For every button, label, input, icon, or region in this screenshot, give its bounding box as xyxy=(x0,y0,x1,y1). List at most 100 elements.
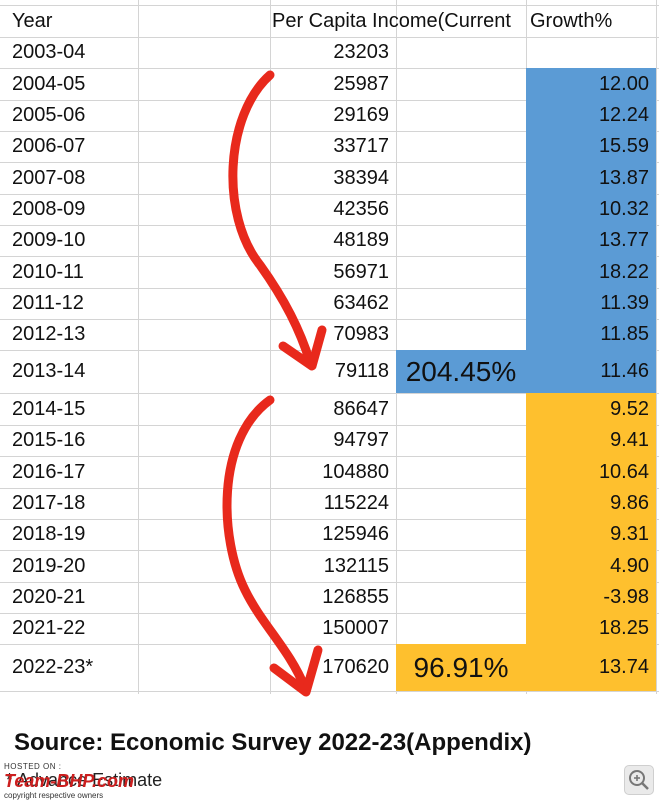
grid-column-line xyxy=(138,0,139,694)
grid-row-line xyxy=(0,68,659,69)
income-cell: 33717 xyxy=(333,135,389,157)
growth-cell: 18.22 xyxy=(526,256,656,288)
year-cell: 2005-06 xyxy=(12,104,86,126)
year-cell: 2012-13 xyxy=(12,323,86,345)
grid-row-line xyxy=(0,162,659,163)
growth-cell: 15.59 xyxy=(526,131,656,162)
red-arrow-top-head xyxy=(278,325,327,371)
income-cell: 23203 xyxy=(333,41,389,63)
income-cell: 86647 xyxy=(333,397,389,420)
income-cell: 94797 xyxy=(333,429,389,451)
grid-row-line xyxy=(0,256,659,257)
growth-cell: 11.46 xyxy=(526,350,656,393)
income-cell: 125946 xyxy=(322,523,389,545)
growth-cell: 9.41 xyxy=(526,425,656,456)
growth-cell: 9.31 xyxy=(526,519,656,550)
grid-row-line xyxy=(0,225,659,226)
income-cell: 170620 xyxy=(322,656,389,678)
grid-row-line xyxy=(0,582,659,583)
red-arrow-bottom xyxy=(222,395,310,693)
grid-row-line xyxy=(0,550,659,551)
income-cell: 29169 xyxy=(333,104,389,126)
income-cell: 38394 xyxy=(333,166,389,189)
year-cell: 2017-18 xyxy=(12,492,86,514)
growth-cell: 13.87 xyxy=(526,162,656,194)
header-year: Year xyxy=(12,9,53,32)
growth-cell: 13.74 xyxy=(526,644,656,691)
zoom-button[interactable] xyxy=(624,765,654,795)
watermark-hosted-on: HOSTED ON : xyxy=(4,762,62,771)
grid-row-line xyxy=(0,100,659,101)
growth-cell: 12.24 xyxy=(526,100,656,131)
grid-row-line xyxy=(0,393,659,394)
year-cell: 2013-14 xyxy=(12,360,86,382)
year-cell: 2018-19 xyxy=(12,523,86,545)
source-caption: Source: Economic Survey 2022-23(Appendix… xyxy=(14,729,532,756)
grid-row-line xyxy=(0,691,659,692)
year-cell: 2015-16 xyxy=(12,429,86,451)
year-cell: 2021-22 xyxy=(12,617,86,639)
year-cell: 2022-23* xyxy=(12,656,94,678)
red-arrow-top xyxy=(228,70,315,367)
header-growth: Growth% xyxy=(530,9,613,32)
year-cell: 2011-12 xyxy=(12,292,84,314)
watermark-copyright: copyright respective owners xyxy=(4,791,104,800)
grid-row-line xyxy=(0,194,659,195)
income-cell: 132115 xyxy=(323,554,389,577)
growth-cell: 10.32 xyxy=(526,194,656,225)
grid-row-line xyxy=(0,456,659,457)
highlight-percent-cell: 204.45% xyxy=(396,350,526,393)
grid-row-line xyxy=(0,131,659,132)
income-cell: 42356 xyxy=(333,198,389,220)
income-cell: 56971 xyxy=(333,260,389,283)
grid-row-line xyxy=(0,319,659,320)
year-cell: 2019-20 xyxy=(12,554,86,577)
year-cell: 2010-11 xyxy=(12,260,84,283)
growth-cell: 18.25 xyxy=(526,613,656,644)
grid-column-line xyxy=(270,0,271,694)
growth-cell: 11.85 xyxy=(526,319,656,350)
growth-cell: 9.52 xyxy=(526,393,656,425)
growth-cell: -3.98 xyxy=(526,582,656,613)
zoom-icon xyxy=(629,770,649,790)
year-cell: 2020-21 xyxy=(12,586,86,608)
red-arrow-bottom-head xyxy=(269,645,323,697)
grid-column-line xyxy=(656,0,657,694)
income-cell: 126855 xyxy=(322,586,389,608)
income-cell: 25987 xyxy=(333,72,389,95)
highlight-percent-cell: 96.91% xyxy=(396,644,526,691)
growth-cell: 11.39 xyxy=(526,288,656,319)
income-cell: 48189 xyxy=(333,229,389,251)
growth-cell: 4.90 xyxy=(526,550,656,582)
growth-cell: 10.64 xyxy=(526,456,656,488)
grid-row-line xyxy=(0,37,659,38)
year-cell: 2009-10 xyxy=(12,229,86,251)
growth-cell: 9.86 xyxy=(526,488,656,519)
year-cell: 2004-05 xyxy=(12,72,86,95)
footnote-text: * Advance Estimate xyxy=(6,770,163,790)
income-cell: 150007 xyxy=(322,617,389,639)
grid-column-line xyxy=(396,0,397,694)
growth-cell: 13.77 xyxy=(526,225,656,256)
year-cell: 2016-17 xyxy=(12,460,86,483)
watermark-brand: Team-BHP.com xyxy=(4,771,135,791)
income-cell: 70983 xyxy=(333,323,389,345)
income-cell: 63462 xyxy=(333,292,389,314)
grid-row-line xyxy=(0,613,659,614)
income-cell: 79118 xyxy=(334,360,389,382)
growth-cell: 12.00 xyxy=(526,68,656,100)
year-cell: 2003-04 xyxy=(12,41,86,63)
year-cell: 2008-09 xyxy=(12,198,86,220)
grid-row-line xyxy=(0,5,659,6)
grid-row-line xyxy=(0,425,659,426)
grid-row-line xyxy=(0,488,659,489)
income-cell: 115224 xyxy=(323,492,389,514)
grid-row-line xyxy=(0,519,659,520)
grid-row-line xyxy=(0,288,659,289)
grid-row-line xyxy=(0,350,659,351)
year-cell: 2007-08 xyxy=(12,166,86,189)
year-cell: 2006-07 xyxy=(12,135,86,157)
header-income: Per Capita Income(Current xyxy=(272,9,511,32)
